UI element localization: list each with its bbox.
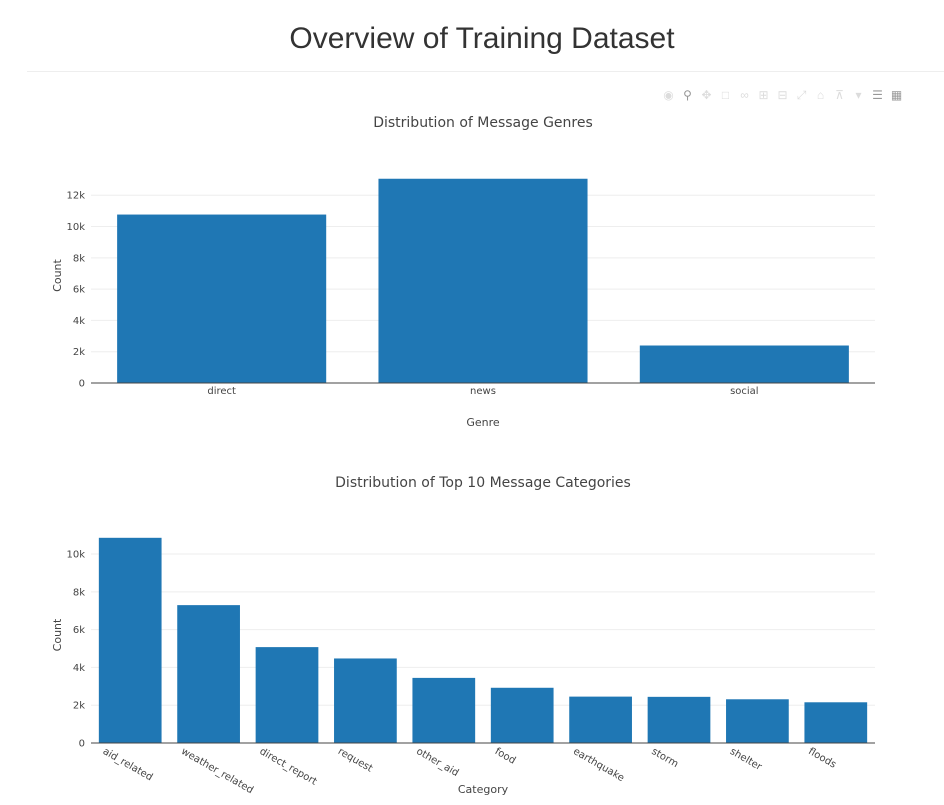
pan-icon[interactable]: ✥ xyxy=(701,88,712,102)
bar-storm xyxy=(647,696,711,743)
hover-compare-icon[interactable]: ☰ xyxy=(872,88,883,102)
x-tick-label: storm xyxy=(650,746,681,770)
camera-icon[interactable]: ◉ xyxy=(663,88,674,102)
bar-aid-related xyxy=(98,537,162,743)
y-axis-title: Count xyxy=(51,618,64,651)
title-divider xyxy=(27,71,944,72)
chart-title: Distribution of Top 10 Message Categorie… xyxy=(335,475,631,491)
bar-food xyxy=(490,687,554,743)
zoom-icon[interactable]: ⚲ xyxy=(683,88,692,102)
bar-social xyxy=(639,345,849,383)
y-tick-label: 2k xyxy=(73,347,85,358)
lasso-icon[interactable]: ∞ xyxy=(740,88,749,102)
hover-closest-icon[interactable]: ▾ xyxy=(855,88,862,102)
y-tick-label: 4k xyxy=(73,663,85,674)
spike-lines-icon[interactable]: ⊼ xyxy=(835,88,844,102)
x-tick-label: weather_related xyxy=(179,746,255,796)
category-distribution-chart: 0 2k 4k 6k 8k 10k aid_related weather_related di… xyxy=(51,475,875,796)
zoom-in-icon[interactable]: ⊞ xyxy=(758,88,769,102)
bar-news xyxy=(378,178,588,383)
y-tick-label: 10k xyxy=(66,550,85,561)
y-tick-label: 6k xyxy=(73,285,85,296)
bar-direct xyxy=(117,214,327,383)
bar-request xyxy=(334,658,397,743)
y-axis-title: Count xyxy=(51,258,64,291)
bar-weather-related xyxy=(177,605,240,743)
bar-direct-report xyxy=(255,647,319,743)
y-tick-label: 0 xyxy=(79,379,85,390)
x-tick-label: shelter xyxy=(728,746,764,773)
reset-axes-icon[interactable]: ⌂ xyxy=(816,88,825,102)
y-tick-label: 4k xyxy=(73,316,85,327)
plot-modebar: ◉ ⚲ ✥ □ ∞ ⊞ ⊟ ⤢ ⌂ ⊼ ▾ ☰ ▦ xyxy=(662,89,903,102)
y-tick-label: 2k xyxy=(73,701,85,712)
x-tick-label: earthquake xyxy=(571,746,626,784)
bar-earthquake xyxy=(569,696,632,743)
bar-shelter xyxy=(726,699,789,743)
y-tick-label: 6k xyxy=(73,625,85,636)
plotly-logo-icon[interactable]: ▦ xyxy=(890,88,903,102)
x-axis-title: Genre xyxy=(466,416,500,429)
y-tick-label: 8k xyxy=(73,253,85,264)
x-tick-label: social xyxy=(730,386,759,397)
y-tick-label: 10k xyxy=(66,222,85,233)
x-tick-label: news xyxy=(470,386,496,397)
page-title: Overview of Training Dataset xyxy=(289,22,675,55)
x-tick-label: floods xyxy=(806,746,838,771)
y-tick-label: 0 xyxy=(79,739,85,750)
x-tick-label: direct xyxy=(207,386,236,397)
x-axis-title: Category xyxy=(458,783,509,796)
x-tick-label: food xyxy=(493,746,518,767)
box-select-icon[interactable]: □ xyxy=(721,88,730,102)
autoscale-icon[interactable]: ⤢ xyxy=(796,88,807,102)
bar-floods xyxy=(804,702,868,743)
x-tick-label: aid_related xyxy=(101,746,155,783)
y-tick-label: 12k xyxy=(66,191,85,202)
x-tick-label: request xyxy=(336,746,374,775)
chart-title: Distribution of Message Genres xyxy=(373,115,593,131)
bar-other-aid xyxy=(412,677,476,743)
x-tick-label: direct_report xyxy=(258,746,319,788)
y-tick-label: 8k xyxy=(73,587,85,598)
x-tick-label: other_aid xyxy=(414,746,460,779)
genre-distribution-chart: 0 2k 4k 6k 8k 10k 12k direct news social Distribut… xyxy=(51,115,875,429)
zoom-out-icon[interactable]: ⊟ xyxy=(777,88,788,102)
